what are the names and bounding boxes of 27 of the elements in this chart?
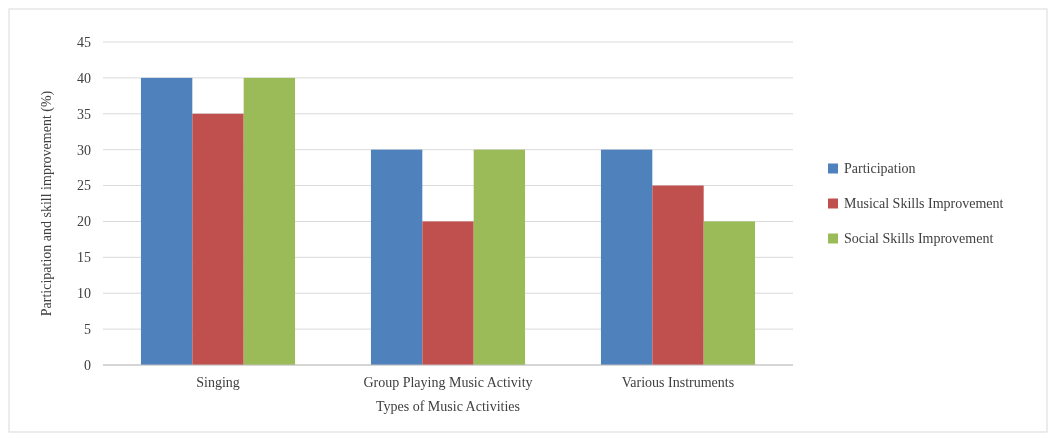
bar <box>140 77 193 365</box>
bar <box>243 77 296 365</box>
legend-label: Participation <box>844 161 916 177</box>
y-tick-label: 20 <box>77 214 91 230</box>
y-tick-label: 30 <box>77 142 91 158</box>
y-tick-label: 5 <box>84 322 91 338</box>
y-tick-label: 40 <box>77 70 91 86</box>
y-axis-title: Participation and skill improvement (%) <box>39 90 55 317</box>
y-tick-label: 15 <box>77 250 91 266</box>
bar <box>600 149 653 365</box>
bar <box>473 149 526 365</box>
x-tick-label: Various Instruments <box>621 375 735 390</box>
legend-label: Musical Skills Improvement <box>844 196 1004 212</box>
bar <box>652 185 704 365</box>
y-tick-label: 45 <box>77 34 91 50</box>
y-tick-label: 10 <box>77 286 91 302</box>
bar <box>192 113 244 365</box>
y-tick-label: 25 <box>77 178 91 194</box>
x-tick-label: Singing <box>196 375 240 390</box>
bar <box>703 221 756 365</box>
bar <box>370 149 423 365</box>
bar <box>422 221 474 365</box>
y-tick-label: 0 <box>84 357 91 373</box>
x-axis-title: Types of Music Activities <box>375 399 521 414</box>
y-tick-label: 35 <box>77 106 91 122</box>
legend-label: Social Skills Improvement <box>844 231 994 247</box>
x-tick-label: Group Playing Music Activity <box>363 375 533 390</box>
